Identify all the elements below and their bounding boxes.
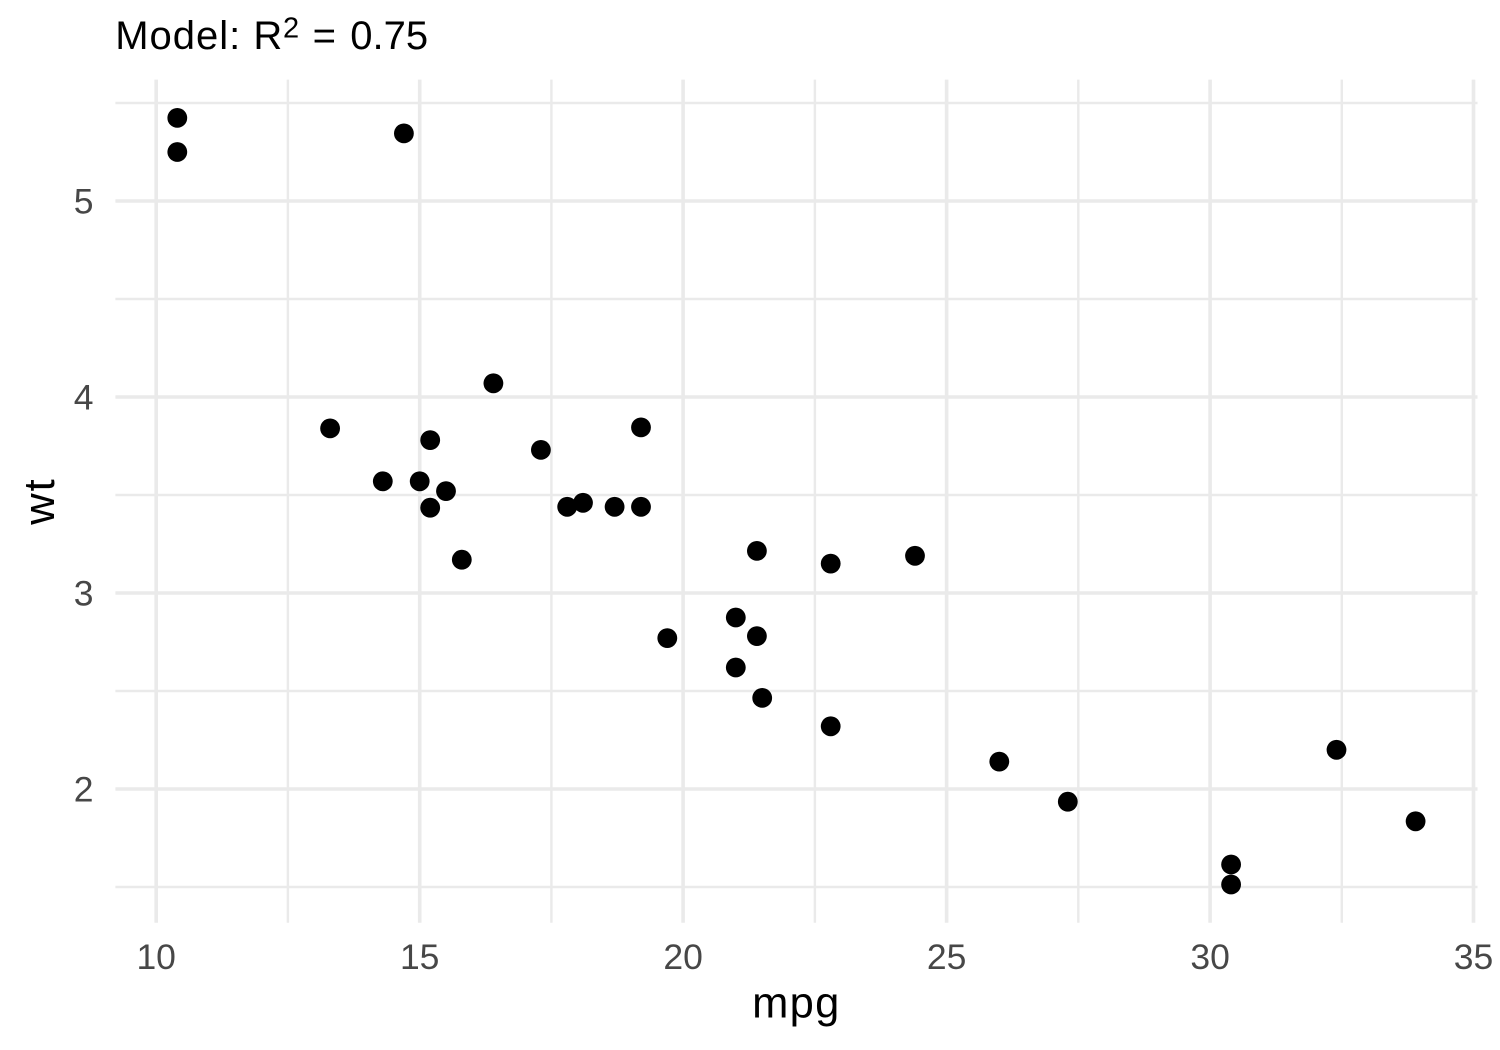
svg-text:2: 2: [74, 769, 94, 809]
svg-text:0.75: 0.75: [350, 14, 428, 58]
svg-text:=: =: [313, 14, 336, 58]
svg-text:30: 30: [1190, 937, 1230, 977]
svg-text:4: 4: [74, 377, 94, 417]
svg-text:2: 2: [283, 13, 299, 45]
svg-text:5: 5: [74, 181, 94, 221]
svg-text:25: 25: [927, 937, 967, 977]
svg-text:35: 35: [1454, 937, 1494, 977]
svg-text:10: 10: [136, 937, 176, 977]
svg-text:wt: wt: [16, 477, 64, 526]
svg-text:mpg: mpg: [752, 980, 841, 1028]
svg-text:Model: R: Model: R: [115, 14, 283, 58]
svg-text:3: 3: [74, 573, 94, 613]
svg-text:15: 15: [400, 937, 440, 977]
svg-text:20: 20: [663, 937, 703, 977]
